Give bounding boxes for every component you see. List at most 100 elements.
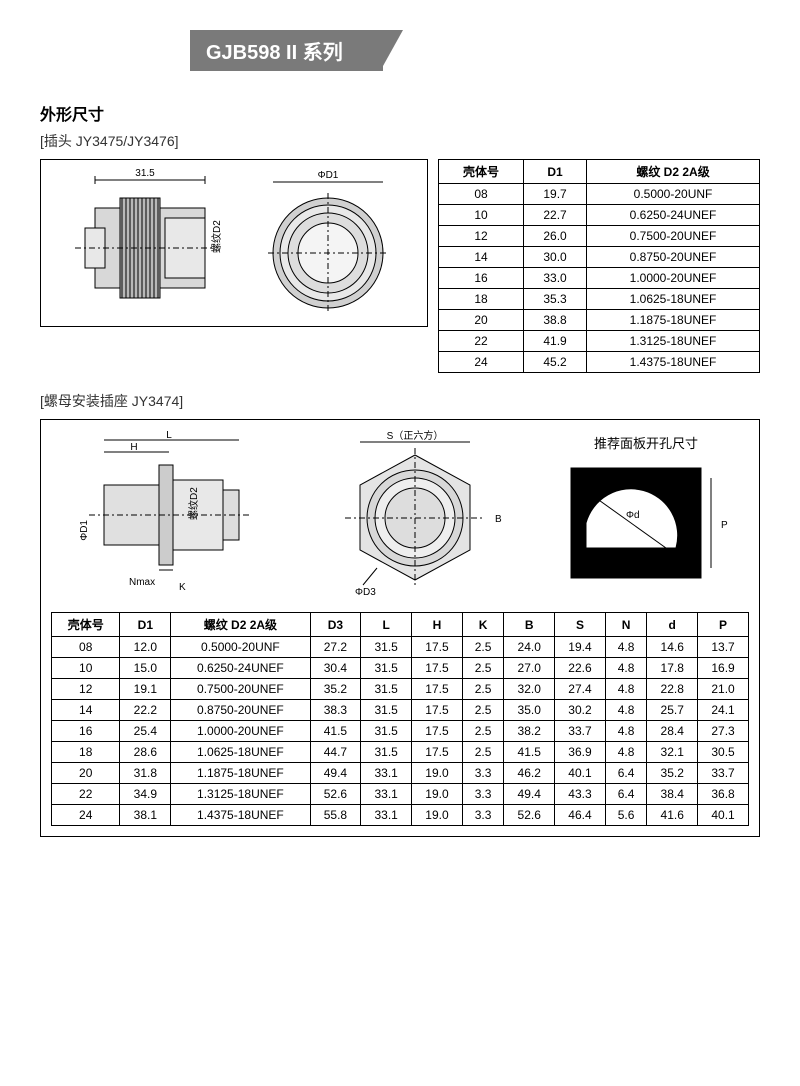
table-header: N [605,613,646,637]
table-cell: 31.5 [361,679,412,700]
table-cell: 22.6 [555,658,606,679]
table-cell: 1.0000-20UNEF [587,268,760,289]
table-cell: 2.5 [462,721,503,742]
table-cell: 33.0 [524,268,587,289]
table-header: 壳体号 [52,613,120,637]
table-cell: 1.1875-18UNEF [587,310,760,331]
table-row: 0812.00.5000-20UNF27.231.517.52.524.019.… [52,637,749,658]
table-cell: 2.5 [462,742,503,763]
table-header: K [462,613,503,637]
table-cell: 41.5 [310,721,361,742]
table-cell: 17.5 [412,742,463,763]
table-cell: 41.6 [647,805,698,826]
table-row: 2031.81.1875-18UNEF49.433.119.03.346.240… [52,763,749,784]
table-header: 螺纹 D2 2A级 [587,160,760,184]
table-row: 1625.41.0000-20UNEF41.531.517.52.538.233… [52,721,749,742]
table-cell: 0.5000-20UNF [171,637,310,658]
table-cell: 1.3125-18UNEF [171,784,310,805]
table-cell: 31.5 [361,721,412,742]
table-cell: 27.4 [555,679,606,700]
table-cell: 08 [52,637,120,658]
svg-text:L: L [166,430,172,441]
table-row: 2445.21.4375-18UNEF [439,352,760,373]
table-cell: 27.3 [698,721,749,742]
table-cell: 33.7 [555,721,606,742]
table-cell: 6.4 [605,763,646,784]
table-cell: 20 [439,310,524,331]
plug-subtitle: [插头 JY3475/JY3476] [40,131,760,151]
table-cell: 44.7 [310,742,361,763]
table-row: 2241.91.3125-18UNEF [439,331,760,352]
table-cell: 2.5 [462,679,503,700]
table-cell: 32.1 [647,742,698,763]
table-cell: 35.2 [647,763,698,784]
table-cell: 25.4 [120,721,171,742]
table-header: S [555,613,606,637]
table-cell: 13.7 [698,637,749,658]
table-cell: 17.5 [412,679,463,700]
table-cell: 0.8750-20UNEF [587,247,760,268]
svg-text:H: H [130,442,137,453]
table-cell: 35.3 [524,289,587,310]
table-cell: 35.0 [504,700,555,721]
table-cell: 41.9 [524,331,587,352]
table-header: 壳体号 [439,160,524,184]
svg-text:ΦD1: ΦD1 [79,520,90,541]
table-cell: 1.0625-18UNEF [171,742,310,763]
table-cell: 24.1 [698,700,749,721]
svg-text:Φd: Φd [626,510,640,521]
table-cell: 3.3 [462,784,503,805]
table-cell: 1.0000-20UNEF [171,721,310,742]
table-cell: 19.0 [412,784,463,805]
table-cell: 22.7 [524,205,587,226]
table-cell: 12 [439,226,524,247]
table-cell: 24 [52,805,120,826]
svg-text:螺纹D2: 螺纹D2 [210,220,223,253]
table-cell: 31.8 [120,763,171,784]
receptacle-dimensions-table: 壳体号D1螺纹 D2 2A级D3LHKBSNdP 0812.00.5000-20… [51,612,749,826]
table-cell: 49.4 [504,784,555,805]
table-cell: 14 [52,700,120,721]
table-cell: 0.7500-20UNEF [587,226,760,247]
table-row: 1015.00.6250-24UNEF30.431.517.52.527.022… [52,658,749,679]
table-header: H [412,613,463,637]
table-cell: 4.8 [605,721,646,742]
table-row: 1226.00.7500-20UNEF [439,226,760,247]
table-cell: 18 [439,289,524,310]
table-cell: 52.6 [504,805,555,826]
table-cell: 22.8 [647,679,698,700]
table-row: 2438.11.4375-18UNEF55.833.119.03.352.646… [52,805,749,826]
table-cell: 38.4 [647,784,698,805]
table-cell: 28.6 [120,742,171,763]
svg-text:S（正六方）: S（正六方） [387,430,444,442]
plug-diagram: 31.5 螺纹D2 [40,159,428,327]
table-cell: 15.0 [120,658,171,679]
table-cell: 4.8 [605,700,646,721]
receptacle-container: L H ΦD1 螺纹D2 Nmax K S（正六方） [40,419,760,837]
table-cell: 19.4 [555,637,606,658]
table-row: 1422.20.8750-20UNEF38.331.517.52.535.030… [52,700,749,721]
table-cell: 26.0 [524,226,587,247]
table-cell: 19.1 [120,679,171,700]
table-cell: 17.5 [412,721,463,742]
table-cell: 31.5 [361,742,412,763]
table-cell: 19.0 [412,763,463,784]
table-cell: 36.8 [698,784,749,805]
table-cell: 0.8750-20UNEF [171,700,310,721]
table-cell: 18 [52,742,120,763]
table-row: 0819.70.5000-20UNF [439,184,760,205]
table-cell: 2.5 [462,700,503,721]
table-cell: 21.0 [698,679,749,700]
table-cell: 30.2 [555,700,606,721]
svg-text:ΦD3: ΦD3 [355,587,376,598]
svg-text:B: B [495,514,502,525]
table-cell: 32.0 [504,679,555,700]
table-header: D1 [524,160,587,184]
table-cell: 27.0 [504,658,555,679]
table-header: 螺纹 D2 2A级 [171,613,310,637]
table-cell: 43.3 [555,784,606,805]
table-cell: 1.4375-18UNEF [171,805,310,826]
table-cell: 33.1 [361,784,412,805]
table-cell: 0.6250-24UNEF [587,205,760,226]
table-row: 1633.01.0000-20UNEF [439,268,760,289]
